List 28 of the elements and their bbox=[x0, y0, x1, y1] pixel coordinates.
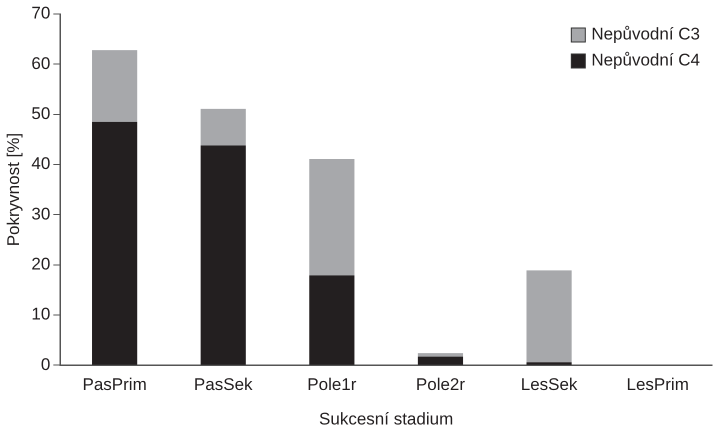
y-tick-label: 0 bbox=[40, 354, 50, 374]
bar bbox=[309, 275, 354, 365]
bar bbox=[200, 145, 246, 365]
y-axis-title: Pokryvnost [%] bbox=[4, 132, 23, 246]
x-tick-label: LesPrim bbox=[626, 375, 689, 394]
y-tick-label: 30 bbox=[31, 204, 50, 224]
x-tick-label: PasSek bbox=[194, 375, 254, 394]
bar bbox=[526, 270, 572, 362]
y-tick-label: 20 bbox=[31, 254, 50, 274]
x-tick-label: LesSek bbox=[520, 375, 578, 394]
bar bbox=[418, 356, 464, 365]
legend-label: Nepůvodní C3 bbox=[591, 24, 700, 44]
y-tick-label: 50 bbox=[31, 104, 50, 124]
y-tick-label: 10 bbox=[31, 304, 50, 324]
bar bbox=[92, 122, 138, 365]
x-axis-title: Sukcesní stadium bbox=[319, 409, 454, 428]
bar bbox=[92, 50, 138, 122]
x-tick-label: Pole2r bbox=[416, 375, 466, 394]
legend-label: Nepůvodní C4 bbox=[591, 50, 700, 70]
bar bbox=[309, 158, 354, 276]
bar bbox=[526, 362, 572, 365]
x-tick-label: PasPrim bbox=[82, 375, 147, 394]
y-tick-label: 40 bbox=[31, 154, 50, 174]
bar bbox=[200, 108, 246, 146]
y-tick-label: 60 bbox=[31, 54, 50, 73]
x-tick-label: Pole1r bbox=[307, 375, 357, 394]
bar bbox=[418, 353, 464, 357]
y-tick-label: 70 bbox=[31, 4, 50, 23]
